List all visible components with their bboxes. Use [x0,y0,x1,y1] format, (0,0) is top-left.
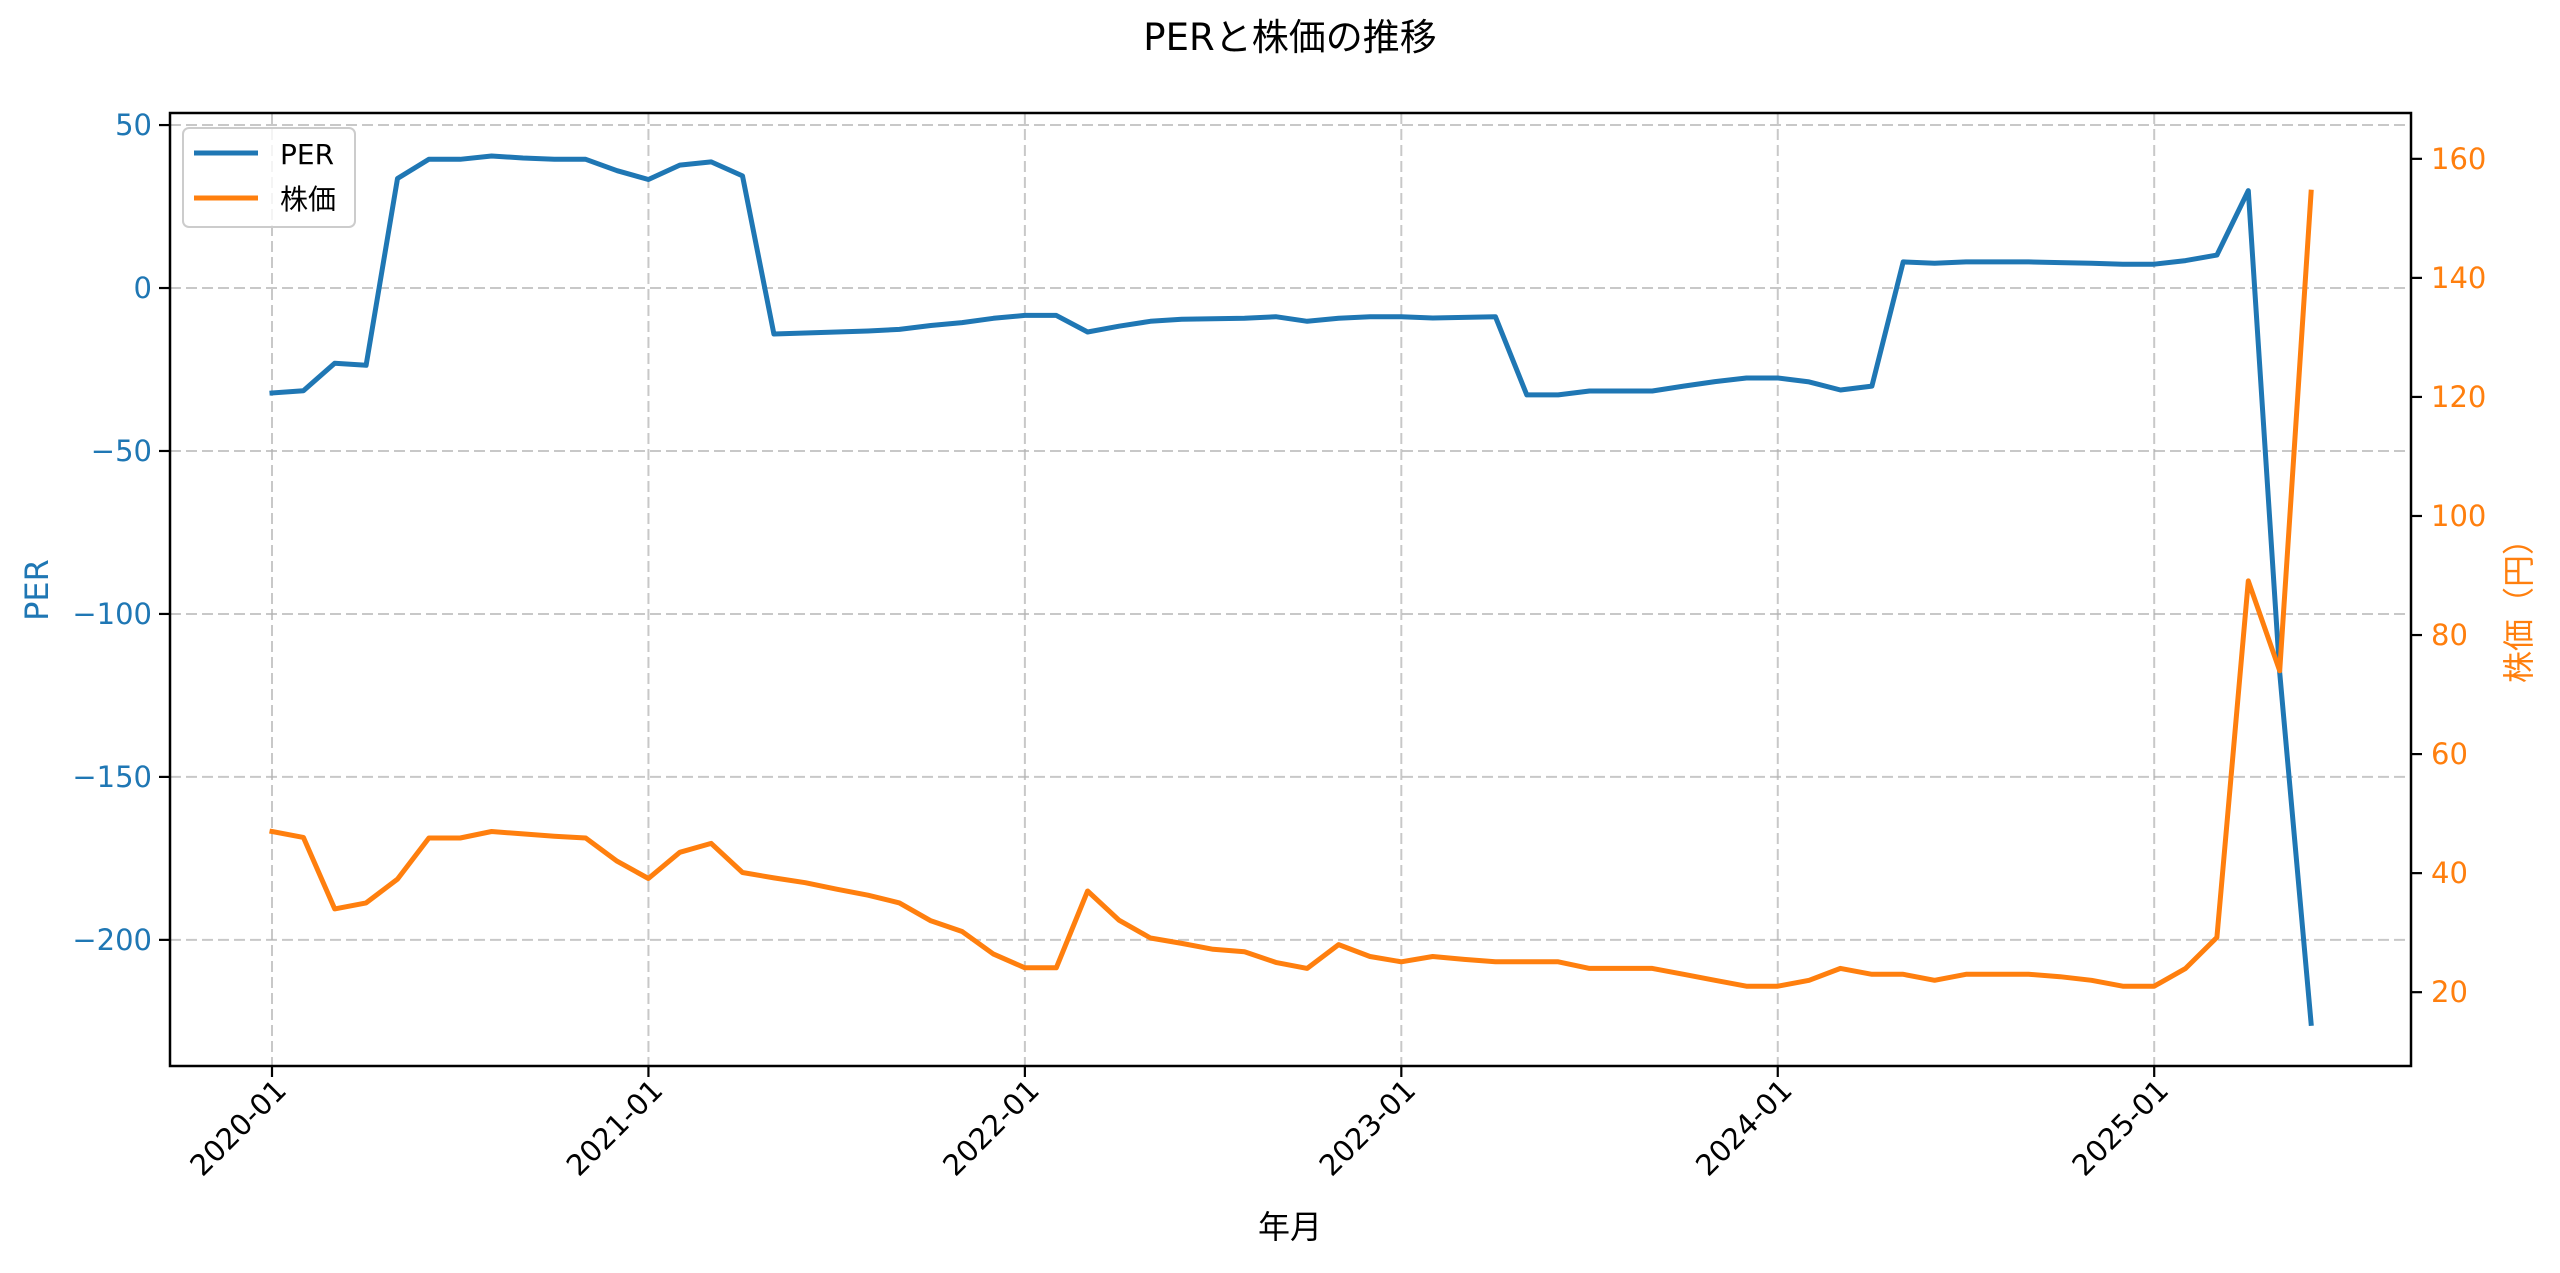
x-axis: 2020-01 2021-01 2022-01 2023-01 2024-01 2025-… [183,1066,2175,1183]
left-tick-label: −150 [72,760,152,794]
x-tick-label: 2022-01 [936,1073,1046,1183]
x-tick-label: 2021-01 [560,1073,670,1183]
per-line [269,153,2314,1027]
right-tick-label: 60 [2431,737,2468,771]
x-tick-label: 2020-01 [183,1073,293,1183]
x-tick-label: 2025-01 [2065,1073,2175,1183]
left-tick-label: 0 [134,271,152,305]
left-axis-label: PER [18,559,56,621]
left-tick-label: −100 [72,597,152,631]
axes-frame [168,111,2413,1068]
left-y-axis: 50 0 −50 −100 −150 −200 [72,108,170,957]
left-tick-label: 50 [115,108,152,142]
legend: PER 株価 [182,127,356,228]
chart-title: PERと株価の推移 [1143,16,1436,59]
right-tick-label: 140 [2431,261,2486,295]
right-tick-label: 40 [2431,856,2468,890]
stock-price-line [269,189,2314,989]
left-tick-label: −50 [91,434,152,468]
left-tick-label: −200 [72,923,152,957]
x-tick-label: 2023-01 [1313,1073,1423,1183]
right-tick-label: 120 [2431,380,2486,414]
right-tick-label: 80 [2431,618,2468,652]
x-axis-label: 年月 [1258,1208,1322,1246]
legend-label-stock-price: 株価 [280,183,336,216]
right-tick-label: 160 [2431,142,2486,176]
grid-lines [170,113,2411,1066]
right-axis-label: 株価（円） [2500,523,2538,683]
right-tick-label: 100 [2431,499,2486,533]
right-tick-label: 20 [2431,975,2468,1009]
right-y-axis: 20 40 60 80 100 120 140 160 [2411,142,2486,1009]
x-tick-label: 2024-01 [1689,1073,1799,1183]
plot-area [269,153,2314,1027]
legend-label-per: PER [280,138,334,171]
